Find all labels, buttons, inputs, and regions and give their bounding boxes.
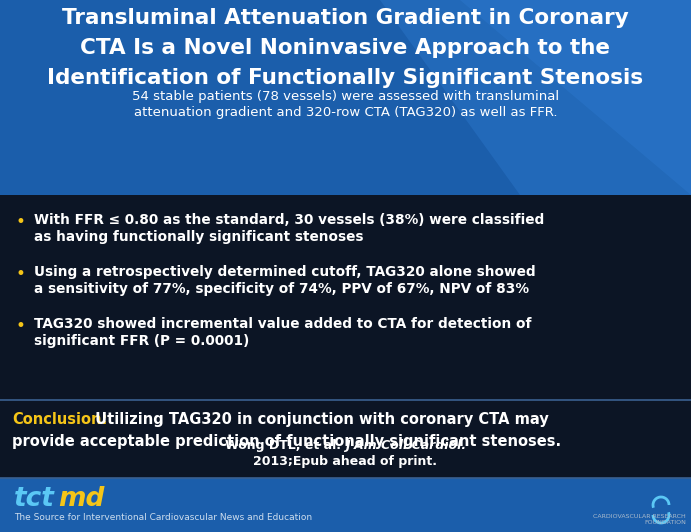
Text: provide acceptable prediction of functionally significant stenoses.: provide acceptable prediction of functio…: [12, 434, 561, 449]
Bar: [0, 400, 691, 478]
Polygon shape: [460, 0, 691, 195]
Text: attenuation gradient and 320-row CTA (TAG320) as well as FFR.: attenuation gradient and 320-row CTA (TA…: [134, 106, 557, 119]
Text: •: •: [16, 213, 26, 231]
Bar: [0, 0, 691, 195]
Text: md: md: [58, 486, 104, 512]
Text: a sensitivity of 77%, specificity of 74%, PPV of 67%, NPV of 83%: a sensitivity of 77%, specificity of 74%…: [34, 282, 529, 296]
Text: 54 stable patients (78 vessels) were assessed with transluminal: 54 stable patients (78 vessels) were ass…: [132, 90, 559, 103]
Text: 2013;Epub ahead of print.: 2013;Epub ahead of print.: [254, 455, 437, 468]
Text: Wong DTL, et al.: Wong DTL, et al.: [225, 439, 346, 452]
Text: Using a retrospectively determined cutoff, TAG320 alone showed: Using a retrospectively determined cutof…: [34, 265, 536, 279]
Text: Conclusion:: Conclusion:: [12, 412, 107, 427]
Polygon shape: [380, 0, 691, 195]
Text: Utilizing TAG320 in conjunction with coronary CTA may: Utilizing TAG320 in conjunction with cor…: [90, 412, 549, 427]
Text: With FFR ≤ 0.80 as the standard, 30 vessels (38%) were classified: With FFR ≤ 0.80 as the standard, 30 vess…: [34, 213, 545, 227]
Text: CARDIOVASCULAR RESEARCH
FOUNDATION: CARDIOVASCULAR RESEARCH FOUNDATION: [594, 514, 686, 525]
Text: as having functionally significant stenoses: as having functionally significant steno…: [34, 230, 363, 244]
Text: tct: tct: [14, 486, 55, 512]
Text: •: •: [16, 265, 26, 283]
Text: CTA Is a Novel Noninvasive Approach to the: CTA Is a Novel Noninvasive Approach to t…: [80, 38, 611, 58]
Text: The Source for Interventional Cardiovascular News and Education: The Source for Interventional Cardiovasc…: [14, 512, 312, 521]
Text: •: •: [16, 317, 26, 335]
Bar: [0, 478, 691, 532]
Text: TAG320 showed incremental value added to CTA for detection of: TAG320 showed incremental value added to…: [34, 317, 531, 331]
Text: Transluminal Attenuation Gradient in Coronary: Transluminal Attenuation Gradient in Cor…: [62, 8, 629, 28]
Bar: [0, 195, 691, 400]
Text: Identification of Functionally Significant Stenosis: Identification of Functionally Significa…: [48, 68, 643, 88]
Text: significant FFR (P = 0.0001): significant FFR (P = 0.0001): [34, 334, 249, 348]
Text: J Am Coll Cardiol.: J Am Coll Cardiol.: [346, 439, 466, 452]
